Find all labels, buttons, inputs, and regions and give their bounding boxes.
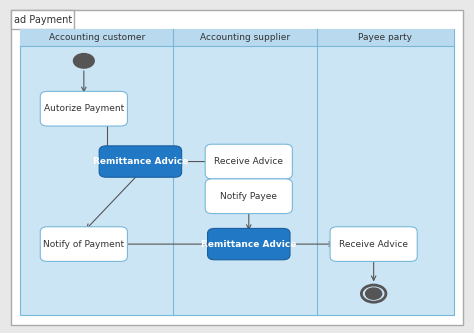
FancyBboxPatch shape <box>40 227 128 261</box>
Text: Payee party: Payee party <box>358 33 412 42</box>
FancyBboxPatch shape <box>173 29 317 46</box>
FancyBboxPatch shape <box>208 228 290 260</box>
Text: Receive Advice: Receive Advice <box>214 157 283 166</box>
Text: Receive Advice: Receive Advice <box>339 240 408 249</box>
Text: ad Payment: ad Payment <box>14 15 72 25</box>
FancyBboxPatch shape <box>40 91 128 126</box>
Text: Accounting customer: Accounting customer <box>49 33 145 42</box>
FancyBboxPatch shape <box>20 29 454 315</box>
Text: Remittance Advice: Remittance Advice <box>93 157 188 166</box>
Text: Autorize Payment: Autorize Payment <box>44 104 124 113</box>
FancyBboxPatch shape <box>205 179 292 213</box>
FancyBboxPatch shape <box>20 29 173 46</box>
FancyBboxPatch shape <box>11 10 74 29</box>
FancyBboxPatch shape <box>99 146 182 177</box>
Circle shape <box>365 288 382 299</box>
Text: Accounting supplier: Accounting supplier <box>200 33 290 42</box>
FancyBboxPatch shape <box>205 144 292 179</box>
Text: Notify Payee: Notify Payee <box>220 192 277 201</box>
FancyBboxPatch shape <box>330 227 417 261</box>
Text: Remittance Advice: Remittance Advice <box>201 240 296 249</box>
Circle shape <box>73 54 94 68</box>
FancyBboxPatch shape <box>11 10 463 325</box>
Text: Notify of Payment: Notify of Payment <box>43 240 124 249</box>
FancyBboxPatch shape <box>317 29 454 46</box>
